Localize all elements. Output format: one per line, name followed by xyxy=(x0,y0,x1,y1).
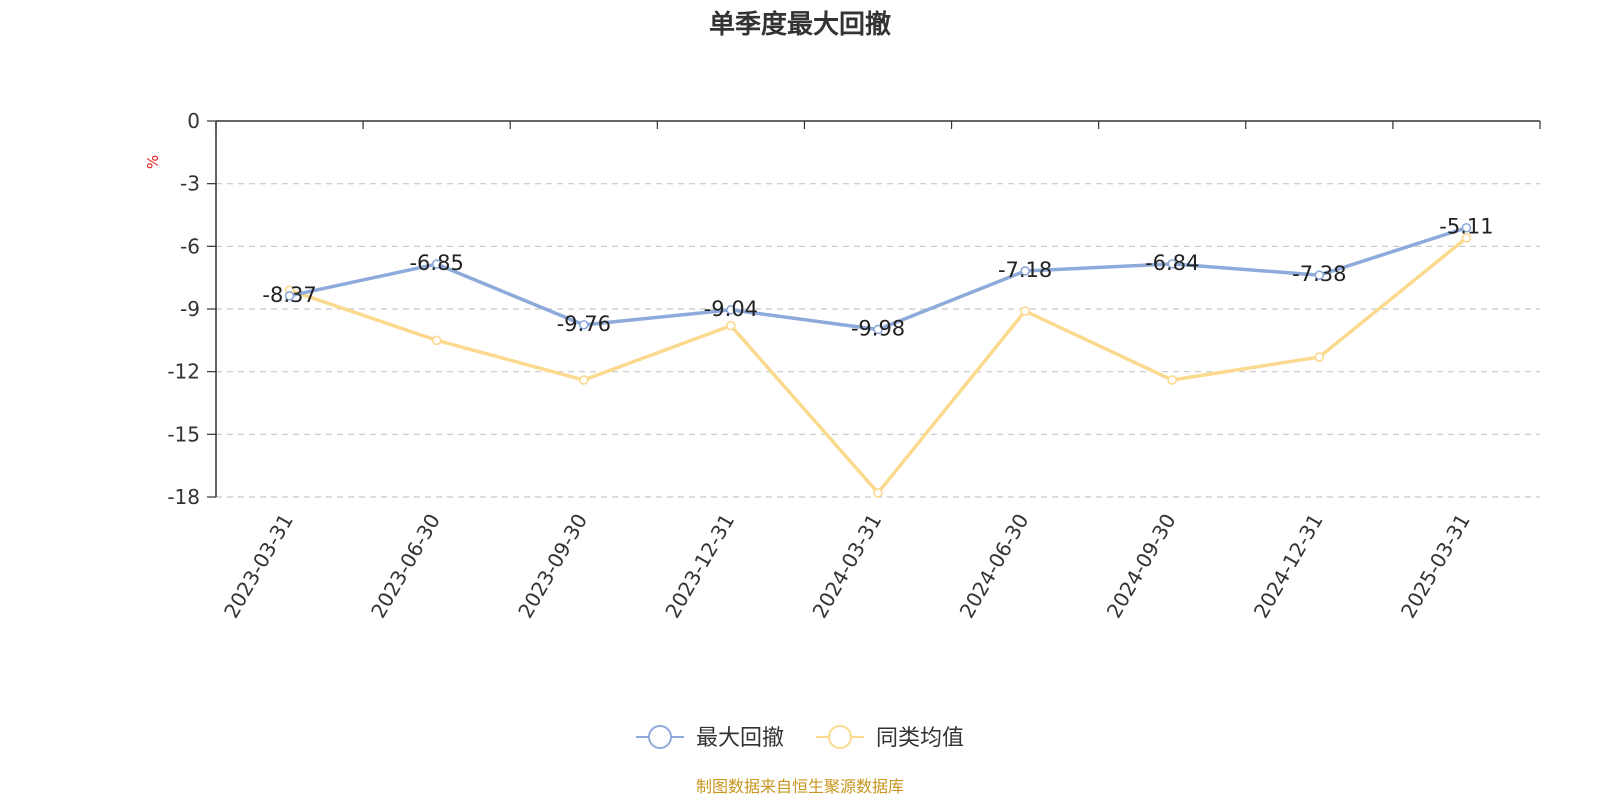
data-point xyxy=(578,320,589,330)
x-tick-label: 2023-06-30 xyxy=(366,510,445,623)
data-point xyxy=(726,320,736,331)
legend[interactable]: 最大回撤 同类均值 xyxy=(636,725,964,751)
data-label: -7.18 xyxy=(998,258,1052,282)
data-point xyxy=(1314,270,1325,280)
x-tick-label: 2023-03-31 xyxy=(219,510,298,623)
legend-label: 同类均值 xyxy=(876,726,964,751)
y-tick-label: -18 xyxy=(167,485,200,509)
source-note: 制图数据来自恒生聚源数据库 xyxy=(696,777,904,796)
data-label: -7.38 xyxy=(1292,262,1346,286)
legend-marker xyxy=(648,725,672,749)
legend-marker xyxy=(828,725,852,749)
data-point xyxy=(1020,306,1030,316)
y-tick-label: -6 xyxy=(180,234,200,258)
x-tick-label: 2024-09-30 xyxy=(1102,510,1181,623)
x-tick-label: 2023-09-30 xyxy=(513,510,592,623)
data-point xyxy=(1461,233,1472,243)
y-tick-label: -3 xyxy=(180,172,200,196)
data-label: -9.04 xyxy=(704,297,758,321)
data-point xyxy=(1167,259,1178,269)
y-tick-label: 0 xyxy=(187,109,200,133)
data-label: -9.98 xyxy=(851,316,905,340)
data-point xyxy=(578,375,589,385)
x-tick-label: 2024-06-30 xyxy=(955,510,1034,623)
data-labels: -8.37 -6.85 -9.76 -9.04 -9.98 -7.18 -6.84 -7.38… xyxy=(262,215,1493,341)
data-label: -6.84 xyxy=(1145,251,1199,275)
y-tick-label: -15 xyxy=(167,422,200,446)
series-line xyxy=(289,226,1467,332)
data-point xyxy=(1020,266,1030,276)
chart-title: 单季度最大回撤 xyxy=(709,9,891,40)
legend-item[interactable]: 同类均值 xyxy=(816,725,964,751)
data-point xyxy=(1167,375,1178,385)
data-point xyxy=(431,259,442,269)
data-label: -8.37 xyxy=(262,283,316,307)
x-tick-label: 2023-12-31 xyxy=(660,510,739,623)
data-point xyxy=(726,305,736,315)
legend-item[interactable]: 最大回撤 xyxy=(636,725,784,751)
axes: 0 -3 -6 -9 -12 -15 -18 2023-03-31 2023-06-30 2023… xyxy=(167,109,1541,623)
data-point xyxy=(873,324,883,335)
data-point xyxy=(873,488,883,498)
data-point xyxy=(1314,352,1325,362)
legend-label: 最大回撤 xyxy=(696,726,784,751)
x-tick-label: 2024-12-31 xyxy=(1249,510,1328,623)
data-label: -5.11 xyxy=(1439,215,1493,239)
data-point xyxy=(284,291,295,301)
data-point xyxy=(1461,222,1472,233)
data-label: -6.85 xyxy=(409,251,463,275)
y-tick-label: -9 xyxy=(180,297,200,321)
x-tick-label: 2024-03-31 xyxy=(807,510,886,623)
data-label: -9.76 xyxy=(557,312,611,336)
y-tick-label: -12 xyxy=(167,360,200,384)
series-lines xyxy=(284,222,1472,498)
x-tick-label: 2025-03-31 xyxy=(1396,510,1475,623)
data-point xyxy=(431,335,442,346)
y-axis-unit: % xyxy=(144,155,162,169)
